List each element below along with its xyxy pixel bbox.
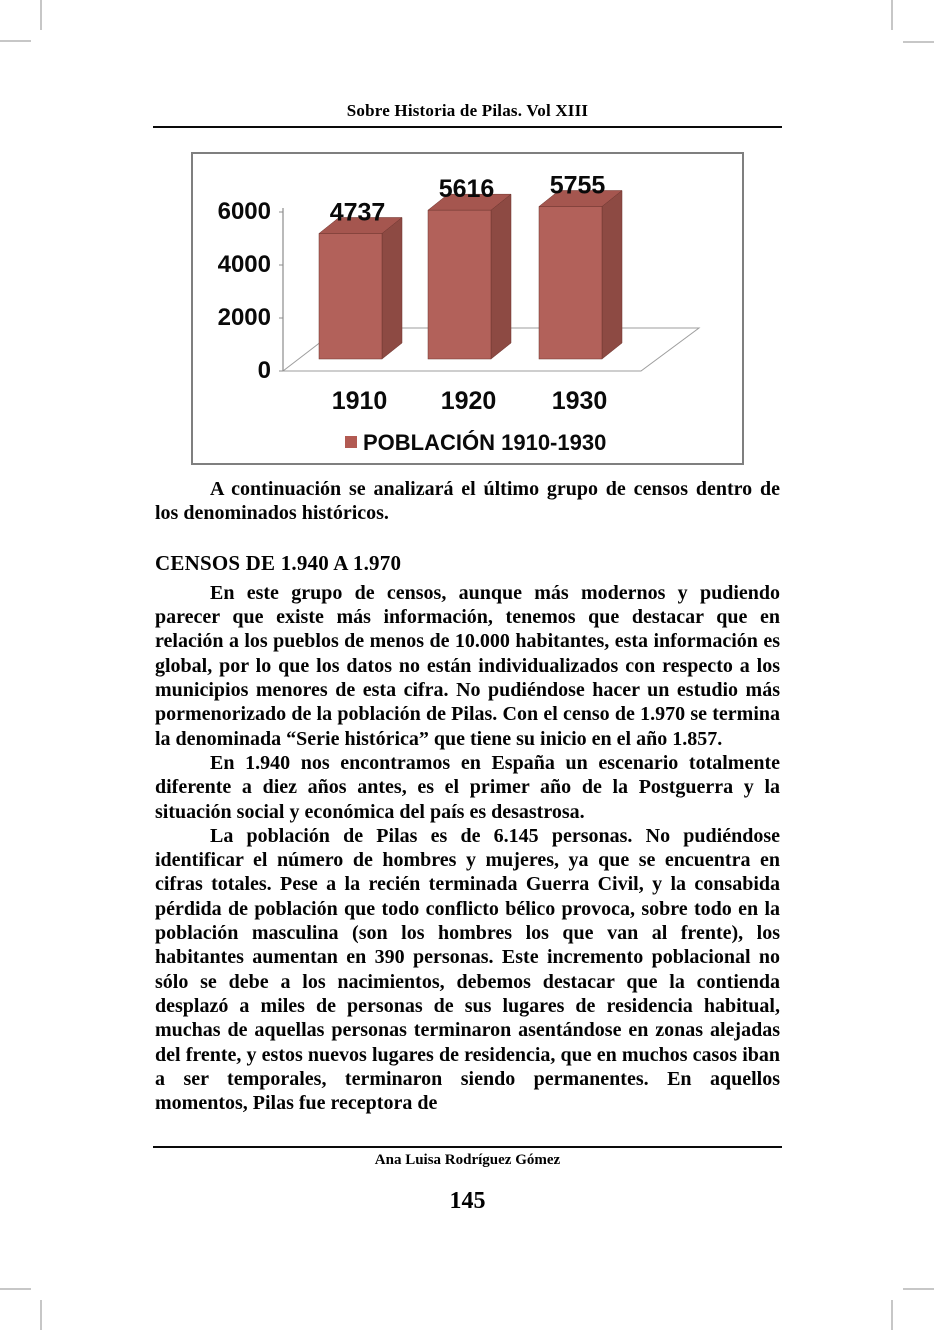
crop-mark-bottom-left-horizontal [0, 1288, 31, 1290]
svg-text:POBLACIÓN 1910-1930: POBLACIÓN 1910-1930 [363, 430, 606, 455]
svg-text:4000: 4000 [218, 251, 271, 278]
body-text-block: A continuación se analizará el último gr… [155, 477, 780, 1115]
crop-mark-top-right-vertical [891, 0, 893, 30]
crop-mark-top-right-horizontal [903, 41, 934, 43]
footer-author: Ana Luisa Rodríguez Gómez [374, 1152, 561, 1168]
population-chart-frame: 0 2000 4000 6000 4737 1910 5616 1920 5755 1930 POB… [191, 152, 744, 465]
section-heading-censos: CENSOS DE 1.940 A 1.970 [155, 550, 402, 575]
svg-text:4737: 4737 [330, 198, 386, 226]
crop-mark-top-left-horizontal [0, 40, 31, 42]
running-header-title: Sobre Historia de Pilas. Vol XIII [346, 101, 589, 120]
crop-mark-bottom-right-vertical [891, 1300, 893, 1330]
svg-text:0: 0 [258, 357, 271, 384]
population-chart-svg: 0 2000 4000 6000 4737 1910 5616 1920 5755 1930 POB… [218, 171, 701, 455]
page-number: 145 [449, 1188, 486, 1214]
crop-mark-bottom-right-horizontal [903, 1288, 934, 1290]
paragraph-pilas-population: La población de Pilas es de 6.145 person… [155, 824, 780, 1115]
crop-mark-top-left-vertical [40, 0, 42, 30]
header-rule [153, 126, 782, 128]
svg-text:6000: 6000 [218, 198, 271, 225]
svg-text:5755: 5755 [550, 171, 606, 199]
svg-text:1930: 1930 [552, 387, 608, 415]
svg-text:1920: 1920 [441, 387, 497, 415]
paragraph-1940-context: En 1.940 nos encontramos en España un es… [155, 751, 780, 823]
footer-rule [153, 1146, 782, 1148]
svg-text:5616: 5616 [439, 175, 495, 203]
crop-mark-bottom-left-vertical [40, 1300, 42, 1330]
svg-text:1910: 1910 [332, 387, 388, 415]
paragraph-census-group: En este grupo de censos, aunque más mode… [155, 581, 780, 750]
svg-text:2000: 2000 [218, 304, 271, 331]
paragraph-intro: A continuación se analizará el último gr… [155, 478, 780, 525]
